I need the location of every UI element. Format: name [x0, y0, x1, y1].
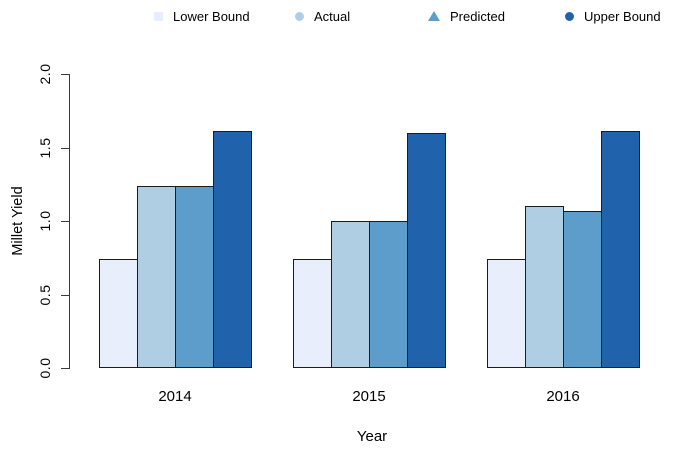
square-marker-icon	[154, 11, 163, 21]
bar-upper-bound-2016	[601, 131, 640, 368]
y-axis-tick	[61, 147, 69, 149]
bar-predicted-2015	[369, 221, 408, 368]
circle-marker-icon	[565, 11, 574, 21]
y-axis-line	[69, 74, 70, 369]
circle-marker-icon	[295, 11, 304, 21]
y-tick-label: 0.0	[37, 357, 53, 379]
x-category-label-2016: 2016	[546, 388, 580, 405]
bar-lower-bound-2014	[99, 259, 138, 368]
y-axis-title: Millet Yield	[10, 186, 26, 256]
bar-actual-2015	[331, 221, 370, 368]
bar-predicted-2016	[563, 211, 602, 368]
legend-label: Upper Bound	[584, 8, 661, 24]
legend-item-upper-bound: Upper Bound	[565, 6, 661, 26]
bar-upper-bound-2015	[407, 133, 446, 368]
x-category-label-2014: 2014	[158, 388, 192, 405]
legend-item-predicted: Predicted	[428, 6, 505, 26]
y-tick-label: 0.5	[37, 284, 53, 305]
bar-predicted-2014	[175, 186, 214, 368]
bar-lower-bound-2015	[293, 259, 332, 368]
bar-upper-bound-2014	[213, 131, 252, 368]
legend-label: Predicted	[450, 8, 505, 24]
bar-actual-2016	[525, 206, 564, 368]
legend-item-lower-bound: Lower Bound	[154, 6, 250, 26]
x-category-label-2015: 2015	[352, 388, 386, 405]
x-axis-title: Year	[356, 428, 388, 445]
y-tick-label: 1.0	[37, 210, 53, 232]
y-tick-label: 1.5	[37, 137, 53, 158]
bar-actual-2014	[137, 186, 176, 368]
y-axis-tick	[61, 368, 69, 369]
legend-label: Lower Bound	[173, 8, 250, 24]
legend-item-actual: Actual	[295, 6, 350, 26]
y-axis-tick	[61, 221, 69, 222]
legend-label: Actual	[314, 8, 351, 24]
bar-lower-bound-2016	[487, 259, 526, 368]
y-axis-tick	[61, 294, 69, 296]
triangle-marker-icon	[428, 11, 440, 21]
y-axis-tick	[61, 74, 69, 75]
y-tick-label: 2.0	[37, 63, 53, 85]
